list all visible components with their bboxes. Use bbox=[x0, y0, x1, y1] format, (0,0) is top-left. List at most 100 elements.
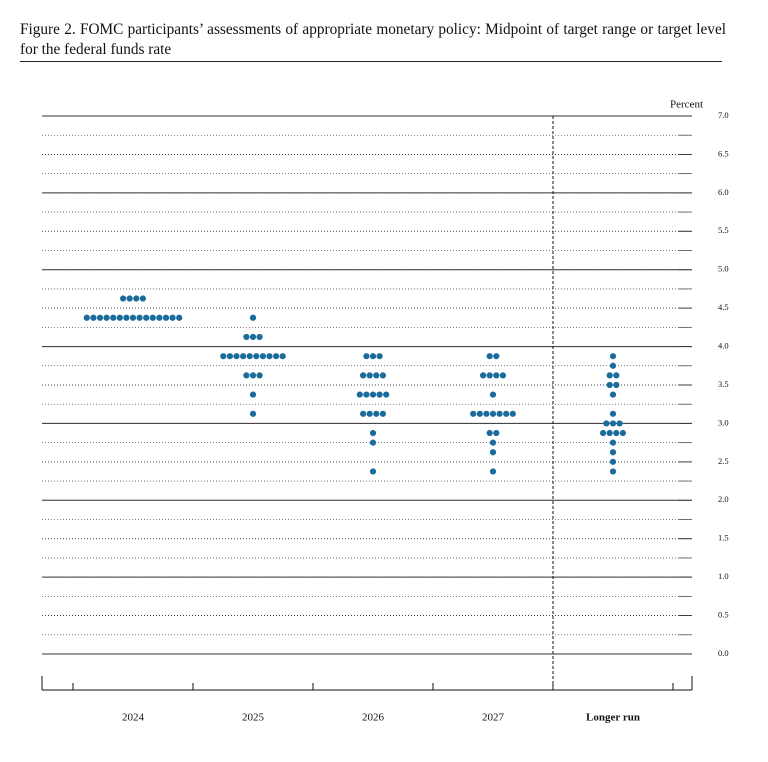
dot bbox=[249, 372, 257, 379]
dot bbox=[366, 410, 373, 417]
dot bbox=[363, 391, 370, 398]
dot bbox=[83, 314, 90, 321]
y-tick-label: 2.5 bbox=[718, 456, 729, 466]
dot bbox=[110, 314, 117, 321]
dot bbox=[609, 410, 617, 417]
dot bbox=[369, 353, 377, 360]
dot bbox=[373, 372, 380, 379]
dot bbox=[243, 372, 250, 379]
dot bbox=[613, 381, 620, 389]
dot bbox=[103, 314, 110, 321]
dot bbox=[233, 353, 240, 360]
y-tick-label: 2.0 bbox=[718, 494, 729, 504]
dot bbox=[609, 458, 617, 465]
y-axis-label: Percent bbox=[670, 99, 703, 111]
dot bbox=[369, 429, 377, 437]
dot bbox=[96, 314, 104, 321]
title-rule bbox=[20, 61, 722, 62]
dot bbox=[136, 314, 143, 321]
y-tick-label: 0.5 bbox=[718, 610, 729, 620]
y-tick-label: 6.0 bbox=[718, 187, 729, 197]
dot bbox=[476, 410, 483, 417]
dot bbox=[253, 353, 260, 360]
dot bbox=[369, 468, 377, 475]
dot bbox=[496, 410, 503, 417]
x-tick-label: 2024 bbox=[122, 712, 145, 724]
y-tick-label: 4.0 bbox=[718, 341, 729, 351]
dot bbox=[360, 410, 367, 417]
dot bbox=[143, 314, 150, 321]
dot bbox=[90, 314, 97, 321]
dot bbox=[483, 410, 490, 417]
dot bbox=[363, 353, 370, 360]
dot bbox=[619, 429, 627, 437]
dot bbox=[616, 420, 623, 427]
dot bbox=[379, 372, 386, 379]
dot bbox=[493, 353, 500, 360]
y-tick-label: 1.0 bbox=[718, 571, 729, 581]
x-tick-label: 2027 bbox=[482, 712, 505, 724]
dot bbox=[486, 353, 493, 360]
dot bbox=[373, 410, 380, 417]
dot bbox=[470, 410, 477, 417]
dot bbox=[266, 353, 273, 360]
dot bbox=[480, 372, 487, 379]
dot bbox=[120, 295, 127, 302]
dot bbox=[609, 449, 617, 456]
dot bbox=[489, 468, 497, 475]
dot bbox=[489, 391, 497, 398]
dot bbox=[356, 391, 363, 398]
y-tick-label: 3.5 bbox=[718, 379, 729, 389]
dot bbox=[609, 362, 617, 369]
dot bbox=[493, 429, 500, 437]
dot bbox=[600, 429, 607, 437]
dot bbox=[489, 410, 497, 417]
dot bbox=[129, 314, 137, 321]
dot bbox=[366, 372, 373, 379]
dot bbox=[609, 391, 617, 398]
dot bbox=[606, 429, 613, 437]
y-tick-label: 7.0 bbox=[718, 110, 729, 120]
y-tick-label: 6.5 bbox=[718, 148, 729, 158]
dot bbox=[360, 372, 367, 379]
dot bbox=[126, 295, 133, 302]
dot bbox=[379, 410, 386, 417]
dot bbox=[609, 420, 617, 427]
dot bbox=[609, 468, 617, 475]
dot bbox=[249, 314, 257, 321]
dot bbox=[609, 353, 617, 360]
dot bbox=[369, 391, 377, 398]
chart-title: Figure 2. FOMC participants’ assessments… bbox=[20, 21, 726, 58]
dot bbox=[489, 449, 497, 456]
dot bbox=[123, 314, 130, 321]
dot bbox=[493, 372, 500, 379]
dot bbox=[256, 333, 263, 341]
dot bbox=[603, 420, 610, 427]
dot bbox=[369, 439, 377, 446]
dot bbox=[176, 314, 183, 321]
dot bbox=[499, 372, 506, 379]
dot bbox=[376, 391, 383, 398]
dot bbox=[609, 439, 617, 446]
dot bbox=[273, 353, 280, 360]
dot bbox=[240, 353, 247, 360]
dot bbox=[613, 429, 620, 437]
dot bbox=[383, 391, 390, 398]
dot bbox=[249, 391, 257, 398]
y-tick-label: 0.0 bbox=[718, 648, 729, 658]
dot bbox=[256, 372, 263, 379]
dot bbox=[249, 333, 257, 341]
y-tick-label: 1.5 bbox=[718, 533, 729, 543]
dot bbox=[259, 353, 266, 360]
dot bbox=[220, 353, 227, 360]
y-tick-label: 3.0 bbox=[718, 417, 729, 427]
dot bbox=[149, 314, 156, 321]
dot bbox=[243, 333, 250, 341]
dot bbox=[376, 353, 383, 360]
dot bbox=[606, 381, 613, 389]
y-tick-label: 5.5 bbox=[718, 225, 729, 235]
dot bbox=[606, 372, 613, 379]
dot bbox=[503, 410, 510, 417]
dot bbox=[162, 314, 170, 321]
